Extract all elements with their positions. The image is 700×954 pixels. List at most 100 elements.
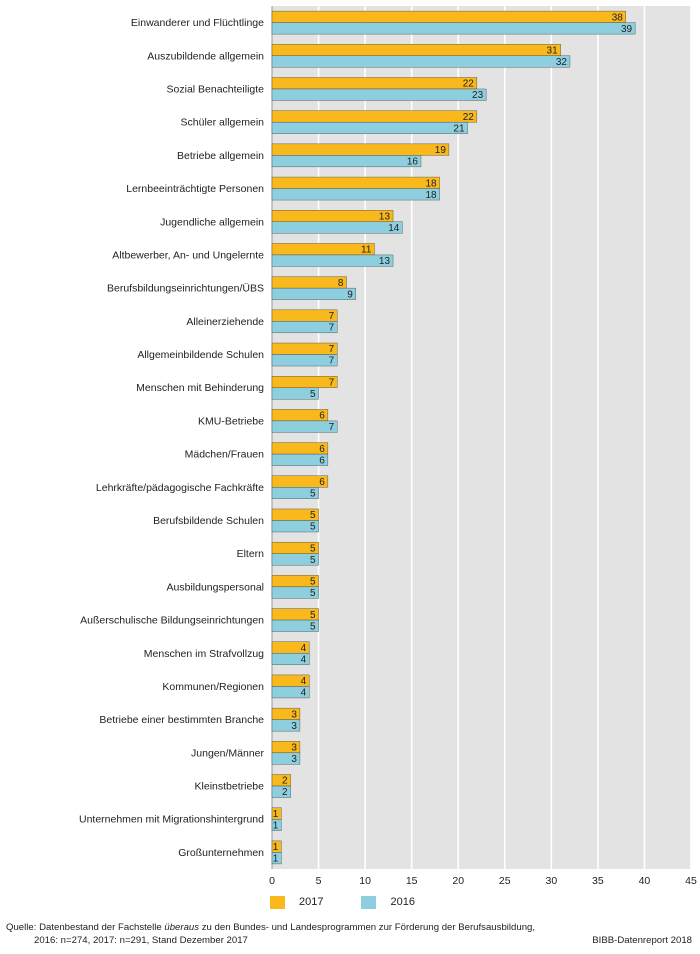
category-label: Jugendliche allgemein xyxy=(160,216,264,228)
bar-2016 xyxy=(271,619,319,632)
category-label: Alleinerziehende xyxy=(186,316,264,328)
data-label-2017: 5 xyxy=(310,610,316,621)
bar-2017 xyxy=(271,10,627,23)
data-label-2016: 4 xyxy=(301,688,307,699)
data-label-2016: 4 xyxy=(301,654,307,665)
data-label-2017: 6 xyxy=(319,477,325,488)
source-suffix: zu den Bundes- und Landesprogrammen zur … xyxy=(199,922,536,933)
source-emphasis: überaus xyxy=(164,922,200,933)
category-label: Lernbeeinträchtigte Personen xyxy=(126,183,264,195)
data-label-2017: 5 xyxy=(310,543,316,554)
bar-2016 xyxy=(271,121,468,134)
bar-2016 xyxy=(271,719,301,732)
bar-2016 xyxy=(271,520,319,533)
credit-label: BIBB-Datenreport 2018 xyxy=(592,935,692,946)
data-label-2017: 5 xyxy=(310,510,316,521)
bar-2016 xyxy=(271,188,440,201)
category-label: Mädchen/Frauen xyxy=(185,449,265,461)
chart-legend: 2017 2016 xyxy=(270,894,415,910)
data-label-2016: 7 xyxy=(329,323,335,334)
legend-swatch-2017 xyxy=(270,895,285,909)
data-label-2017: 7 xyxy=(329,377,335,388)
data-label-2017: 6 xyxy=(319,411,325,422)
source-line-1: Quelle: Datenbestand der Fachstelle über… xyxy=(6,921,692,934)
data-label-2017: 6 xyxy=(319,444,325,455)
bar-2016 xyxy=(271,354,338,367)
category-label: Außerschulische Bildungseinrichtungen xyxy=(80,615,264,627)
bar-2017 xyxy=(271,210,394,222)
category-label: Unternehmen mit Migrationshintergrund xyxy=(79,814,264,826)
category-label: Einwanderer und Flüchtlinge xyxy=(131,17,264,29)
x-tick-label: 35 xyxy=(592,875,604,887)
data-label-2016: 18 xyxy=(425,190,437,201)
bar-2017 xyxy=(271,376,338,388)
bar-2016 xyxy=(271,752,301,765)
bar-2017 xyxy=(271,342,338,355)
bar-2016 xyxy=(271,387,319,400)
data-label-2016: 5 xyxy=(310,621,316,632)
data-label-2016: 32 xyxy=(556,57,568,68)
x-tick-label: 5 xyxy=(316,875,322,887)
data-label-2016: 39 xyxy=(621,24,633,35)
data-label-2017: 4 xyxy=(301,643,307,654)
bar-2016 xyxy=(271,22,636,35)
data-label-2016: 3 xyxy=(291,721,297,732)
bar-2016 xyxy=(271,686,310,699)
category-label: Eltern xyxy=(237,548,265,560)
plot-background xyxy=(272,6,691,869)
data-label-2017: 19 xyxy=(435,145,447,156)
legend-swatch-2016 xyxy=(361,895,377,909)
data-label-2016: 23 xyxy=(472,90,484,101)
bar-2016 xyxy=(271,287,357,300)
x-tick-label: 10 xyxy=(359,875,371,887)
bar-2017 xyxy=(271,44,561,56)
category-label: Auszubildende allgemein xyxy=(147,50,264,62)
category-label: Sozial Benachteiligte xyxy=(167,83,265,95)
category-label: Altbewerber, An- und Ungelernte xyxy=(112,249,264,261)
category-label: Ausbildungspersonal xyxy=(167,581,264,593)
data-label-2017: 38 xyxy=(612,12,624,23)
source-sample-sizes: 2016: n=274, 2017: n=291, Stand Dezember… xyxy=(34,935,248,946)
data-label-2016: 7 xyxy=(329,422,335,433)
category-label: Lehrkräfte/pädagogische Fachkräfte xyxy=(96,482,264,494)
category-label: KMU-Betriebe xyxy=(198,415,264,427)
category-label: Allgemeinbildende Schulen xyxy=(137,349,264,361)
data-label-2016: 5 xyxy=(310,488,316,499)
data-label-2016: 5 xyxy=(310,555,316,566)
bar-2016 xyxy=(271,653,310,665)
category-label: Menschen mit Behinderung xyxy=(136,382,264,394)
x-tick-label: 0 xyxy=(269,875,275,887)
data-label-2016: 1 xyxy=(273,854,279,865)
bar-2016 xyxy=(271,852,282,865)
data-label-2016: 5 xyxy=(310,522,316,533)
category-label: Menschen im Strafvollzug xyxy=(144,648,264,660)
bar-2016 xyxy=(271,487,319,499)
bar-2016 xyxy=(271,55,571,68)
data-label-2017: 13 xyxy=(379,211,391,222)
legend-label-2017: 2017 xyxy=(299,896,324,908)
data-label-2017: 1 xyxy=(273,842,279,853)
bar-2016 xyxy=(271,785,291,798)
data-label-2017: 18 xyxy=(425,178,437,189)
bar-2016 xyxy=(271,321,338,334)
data-label-2017: 22 xyxy=(463,79,475,90)
data-label-2016: 21 xyxy=(453,123,465,134)
legend-item-2016: 2016 xyxy=(361,895,415,909)
bar-2016 xyxy=(271,88,487,101)
data-label-2016: 1 xyxy=(273,820,279,831)
legend-label-2016: 2016 xyxy=(390,896,415,908)
bar-2017 xyxy=(271,143,450,156)
data-label-2016: 5 xyxy=(310,389,316,400)
bar-2016 xyxy=(271,155,422,168)
x-tick-label: 40 xyxy=(639,875,651,887)
bar-2017 xyxy=(271,110,478,123)
x-tick-label: 25 xyxy=(499,875,511,887)
category-label: Schüler allgemein xyxy=(181,117,265,129)
bar-2016 xyxy=(271,819,282,831)
data-label-2016: 13 xyxy=(379,256,391,267)
bar-2016 xyxy=(271,221,403,234)
data-label-2016: 3 xyxy=(291,754,297,765)
category-label: Betriebe allgemein xyxy=(177,150,264,162)
data-label-2017: 5 xyxy=(310,577,316,588)
